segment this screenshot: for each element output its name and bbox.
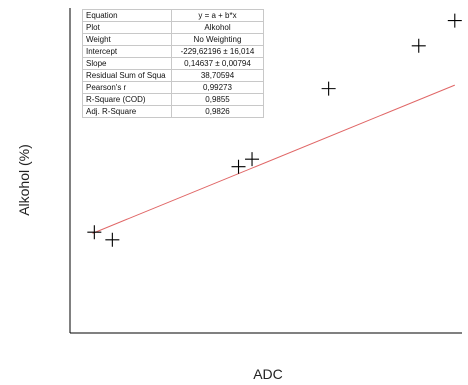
- data-point: [245, 152, 260, 167]
- stats-value: No Weighting: [171, 33, 264, 46]
- data-point: [321, 81, 336, 96]
- stats-row: Intercept -229,62196 ± 16,014: [82, 45, 264, 58]
- y-axis-label: Alkohol (%): [16, 144, 32, 216]
- stats-key: R-Square (COD): [82, 93, 172, 106]
- x-axis-label: ADC: [253, 366, 283, 382]
- stats-key: Equation: [82, 9, 172, 22]
- stats-row: Plot Alkohol: [82, 21, 264, 34]
- stats-key: Pearson's r: [82, 81, 172, 94]
- data-point: [411, 38, 426, 53]
- stats-key: Adj. R-Square: [82, 105, 172, 118]
- stats-value: 0,9855: [171, 93, 264, 106]
- stats-value: Alkohol: [171, 21, 264, 34]
- stats-row: Residual Sum of Squa 38,70594: [82, 69, 264, 82]
- data-point: [87, 225, 102, 240]
- stats-key: Weight: [82, 33, 172, 46]
- stats-key: Residual Sum of Squa: [82, 69, 172, 82]
- stats-value: -229,62196 ± 16,014: [171, 45, 264, 58]
- stats-row: Pearson's r 0,99273: [82, 81, 264, 94]
- stats-value: y = a + b*x: [171, 9, 264, 22]
- stats-row: Slope 0,14637 ± 0,00794: [82, 57, 264, 70]
- stats-value: 38,70594: [171, 69, 264, 82]
- fit-statistics-table: Equation y = a + b*x Plot Alkohol Weight No W…: [82, 9, 264, 118]
- stats-row: Equation y = a + b*x: [82, 9, 264, 22]
- stats-value: 0,99273: [171, 81, 264, 94]
- stats-key: Intercept: [82, 45, 172, 58]
- stats-row: Adj. R-Square 0,9826: [82, 105, 264, 118]
- stats-key: Plot: [82, 21, 172, 34]
- fit-line: [92, 84, 455, 234]
- stats-key: Slope: [82, 57, 172, 70]
- stats-row: Weight No Weighting: [82, 33, 264, 46]
- data-point: [447, 13, 462, 28]
- stats-row: R-Square (COD) 0,9855: [82, 93, 264, 106]
- stats-value: 0,14637 ± 0,00794: [171, 57, 264, 70]
- data-point: [231, 159, 246, 174]
- plot-area: [87, 13, 462, 247]
- stats-value: 0,9826: [171, 105, 264, 118]
- data-point: [105, 232, 120, 247]
